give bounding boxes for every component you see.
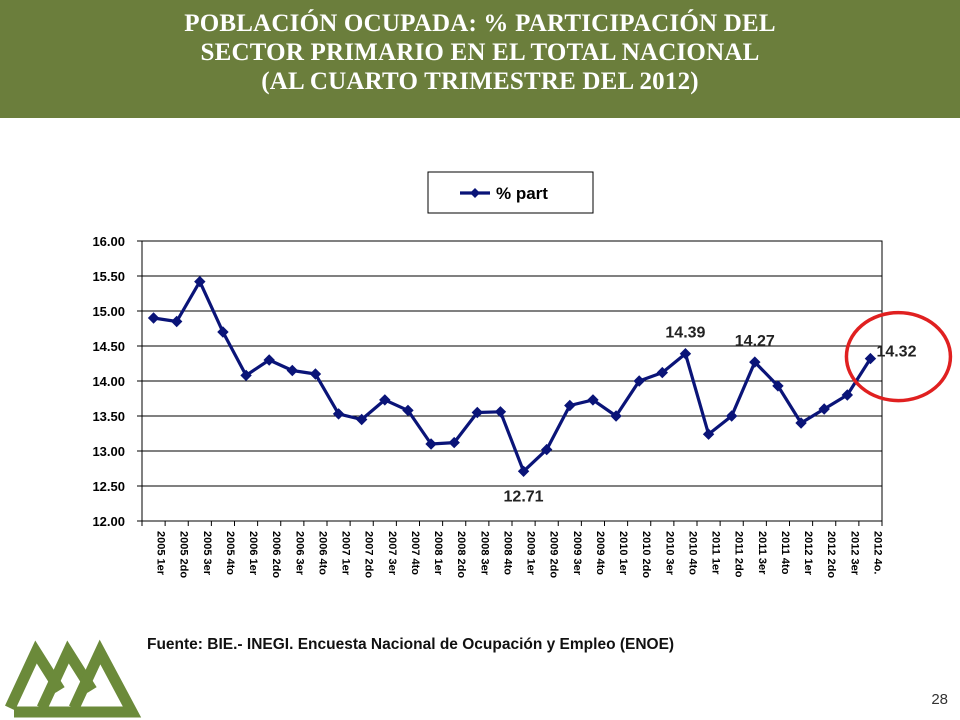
series-line-pct-part [153, 280, 872, 473]
x-tick-label: 2011 4to [779, 531, 791, 575]
data-point [818, 403, 830, 415]
slide-title-line-1: POBLACIÓN OCUPADA: % PARTICIPACIÓN DEL [184, 10, 776, 37]
x-tick-label: 2010 4to [686, 531, 698, 575]
data-point [147, 312, 160, 324]
slide-title-line-3: (AL CUARTO TRIMESTRE DEL 2012) [261, 68, 699, 95]
data-point [425, 438, 437, 450]
data-point [540, 443, 553, 456]
data-point [633, 375, 645, 387]
page-number: 28 [931, 691, 948, 708]
source-note: Fuente: BIE.- INEGI. Encuesta Nacional d… [147, 636, 675, 653]
x-tick-label: 2009 4to [594, 531, 606, 575]
x-tick-label: 2005 3er [201, 531, 213, 576]
y-tick-label: 13.00 [92, 444, 125, 459]
y-tick-label: 12.50 [92, 479, 125, 494]
y-tick-label: 14.00 [92, 374, 125, 389]
data-point [517, 465, 530, 478]
x-tick-label: 2005 2do [178, 531, 190, 578]
data-point [240, 369, 252, 382]
x-tick-label: 2010 1er [617, 531, 629, 576]
slide-title-line-2: SECTOR PRIMARIO EN EL TOTAL NACIONAL [200, 39, 760, 66]
x-tick-label: 2010 3er [663, 531, 675, 576]
data-point [656, 366, 669, 379]
x-tick-label: 2009 3er [571, 531, 583, 576]
x-tick-label: 2007 4to [409, 531, 421, 575]
x-tick-label: 2006 2do [270, 531, 282, 578]
data-point [702, 428, 715, 440]
x-tick-label: 2006 4to [316, 531, 328, 575]
data-point [772, 380, 784, 392]
data-point [679, 347, 692, 360]
x-tick-label: 2009 1er [525, 531, 537, 576]
y-tick-label: 15.00 [92, 304, 125, 319]
data-point [494, 406, 507, 418]
data-point [795, 417, 807, 429]
x-tick-label: 2008 2do [455, 531, 467, 578]
data-point [564, 399, 576, 412]
legend-label: % part [496, 184, 548, 203]
data-point [309, 368, 322, 380]
legend-box [427, 171, 594, 214]
highlight-circle [844, 310, 953, 403]
data-label: 12.71 [504, 488, 544, 505]
x-tick-label: 2008 4to [501, 531, 513, 575]
data-point [332, 408, 345, 420]
data-point [749, 356, 761, 368]
data-point [725, 410, 738, 422]
data-point [864, 352, 877, 365]
x-tick-label: 2009 2do [548, 531, 560, 578]
x-tick-label: 2012 2do [825, 531, 837, 578]
x-tick-label: 2007 3er [386, 531, 398, 576]
x-tick-label: 2010 2do [640, 531, 652, 578]
x-tick-label: 2012 1er [802, 531, 814, 576]
y-tick-label: 13.50 [92, 409, 125, 424]
data-point [355, 413, 368, 426]
data-label: 14.39 [665, 325, 705, 342]
data-point [217, 326, 229, 338]
data-point [194, 275, 206, 288]
x-tick-label: 2012 3er [848, 531, 860, 576]
data-point [841, 389, 854, 401]
x-tick-label: 2011 3er [756, 531, 768, 575]
data-point [286, 364, 299, 377]
y-tick-label: 12.00 [92, 514, 125, 529]
x-tick-label: 2011 2do [733, 531, 745, 578]
x-tick-label: 2011 1er [710, 531, 722, 575]
y-tick-label: 14.50 [92, 339, 125, 354]
data-point [471, 406, 484, 419]
data-point [448, 436, 460, 449]
green-mountain-logo-icon [5, 639, 142, 718]
legend-marker [470, 188, 480, 198]
data-label: 14.27 [735, 333, 775, 350]
data-point [263, 354, 275, 366]
data-point [610, 410, 622, 422]
data-point [587, 394, 599, 406]
y-tick-label: 15.50 [92, 269, 125, 284]
data-label: 14.32 [876, 344, 916, 361]
x-tick-label: 2008 3er [478, 531, 490, 576]
x-tick-label: 2005 1er [155, 531, 167, 576]
x-tick-label: 2005 4to [224, 531, 236, 575]
y-tick-label: 16.00 [92, 234, 125, 249]
data-point [379, 394, 391, 406]
x-tick-label: 2012 4o. [871, 531, 883, 574]
x-tick-label: 2008 1er [432, 531, 444, 576]
x-tick-label: 2007 1er [340, 531, 352, 576]
data-point [402, 404, 414, 417]
slide-header: POBLACIÓN OCUPADA: % PARTICIPACIÓN DEL S… [0, 0, 960, 118]
data-point [170, 315, 183, 328]
x-tick-label: 2006 1er [247, 531, 259, 576]
x-tick-label: 2007 2do [363, 531, 375, 578]
x-tick-label: 2006 3er [293, 531, 305, 576]
line-chart: 12.00 12.50 13.00 13.50 14.00 14.50 15.00 15.50… [92, 171, 953, 578]
